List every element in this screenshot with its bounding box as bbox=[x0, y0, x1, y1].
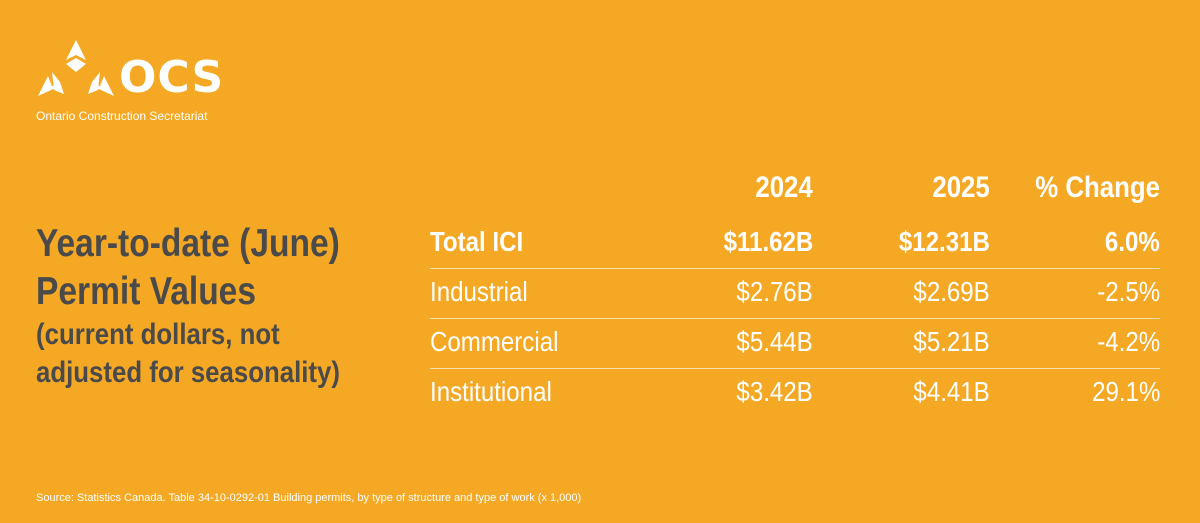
table-row: Commercial $5.44B $5.21B -4.2% bbox=[430, 318, 1160, 368]
row-value-0: $11.62B bbox=[723, 226, 813, 257]
column-header-2: % Change bbox=[1035, 171, 1160, 204]
title-line-4: adjusted for seasonality) bbox=[36, 356, 340, 389]
page-title: Year-to-date (June) Permit Values (curre… bbox=[36, 220, 396, 392]
logo-wordmark: OCS bbox=[119, 52, 225, 103]
row-value-2: -2.5% bbox=[1097, 276, 1160, 307]
table-row: Total ICI $11.62B $12.31B 6.0% bbox=[430, 218, 1160, 268]
table-row: Institutional $3.42B $4.41B 29.1% bbox=[430, 368, 1160, 418]
column-header-1: 2025 bbox=[932, 171, 990, 204]
ocs-tri-arrow-icon bbox=[38, 40, 114, 96]
ocs-logo: OCS Ontario Construction Secretariat bbox=[36, 38, 236, 123]
row-value-1: $4.41B bbox=[913, 376, 990, 407]
row-value-2: 29.1% bbox=[1091, 376, 1160, 407]
row-label: Commercial bbox=[430, 326, 559, 357]
row-divider bbox=[430, 268, 1160, 269]
table-row: Industrial $2.76B $2.69B -2.5% bbox=[430, 268, 1160, 318]
title-line-3: (current dollars, not bbox=[36, 318, 280, 351]
row-value-0: $5.44B bbox=[736, 326, 813, 357]
row-value-0: $3.42B bbox=[736, 376, 813, 407]
row-value-1: $2.69B bbox=[913, 276, 990, 307]
row-label: Institutional bbox=[430, 376, 552, 407]
title-line-2: Permit Values bbox=[36, 270, 256, 313]
title-line-1: Year-to-date (June) bbox=[36, 222, 340, 265]
source-note: Source: Statistics Canada. Table 34-10-0… bbox=[36, 492, 582, 504]
row-value-0: $2.76B bbox=[736, 276, 813, 307]
row-value-1: $12.31B bbox=[898, 226, 990, 257]
row-value-2: -4.2% bbox=[1097, 326, 1160, 357]
row-divider bbox=[430, 368, 1160, 369]
row-label: Total ICI bbox=[430, 226, 524, 257]
logo-subtitle: Ontario Construction Secretariat bbox=[36, 109, 208, 123]
row-value-1: $5.21B bbox=[913, 326, 990, 357]
row-label: Industrial bbox=[430, 276, 528, 307]
row-value-2: 6.0% bbox=[1105, 226, 1160, 257]
row-divider bbox=[430, 318, 1160, 319]
column-header-0: 2024 bbox=[755, 171, 813, 204]
